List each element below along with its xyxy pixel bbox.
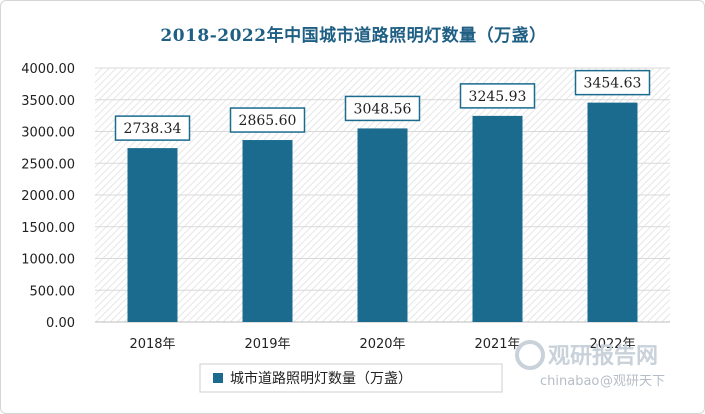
data-label-box [229, 107, 306, 133]
y-tick-label: 3000.00 [21, 126, 75, 141]
bar [472, 115, 523, 322]
watermark-logo-icon [515, 340, 545, 370]
chart-title: 2018-2022年中国城市道路照明灯数量（万盏） [160, 26, 547, 46]
x-axis-categories: 2018年 2019年 2020年 2021年 2022年 [129, 337, 635, 352]
y-tick-label: 1500.00 [21, 221, 75, 236]
x-category-label: 2018年 [129, 337, 175, 352]
y-tick-label: 2500.00 [21, 157, 75, 172]
watermark-brand: 观研报告网 [548, 344, 658, 369]
watermark-handle: @观研天下 [600, 374, 665, 389]
x-category-label: 2020年 [359, 337, 405, 352]
data-label: 3245.93 [469, 89, 527, 105]
y-tick-label: 4000.00 [21, 62, 75, 77]
data-label-box [114, 115, 191, 141]
bars [127, 102, 638, 322]
data-labels: 2738.34 2865.60 3048.56 3245.93 3454.63 [114, 69, 651, 141]
data-label-box [459, 83, 536, 109]
legend-label: 城市道路照明灯数量（万盏） [230, 370, 412, 387]
y-tick-label: 0.00 [46, 316, 75, 331]
legend-swatch [213, 373, 223, 383]
data-label: 3454.63 [584, 76, 642, 92]
watermark-domain: chinabao [540, 374, 599, 389]
data-label: 3048.56 [354, 101, 412, 117]
data-label-box [344, 95, 421, 122]
bar [587, 102, 638, 322]
data-label: 2738.34 [124, 121, 182, 137]
x-category-label: 2022年 [589, 337, 635, 352]
legend-box [199, 363, 503, 393]
y-tick-label: 1000.00 [21, 253, 75, 268]
bar [357, 128, 408, 322]
x-category-label: 2021年 [474, 337, 520, 352]
legend: 城市道路照明灯数量（万盏） [199, 363, 503, 393]
y-axis-ticks: 0.00 500.00 1000.00 1500.00 2000.00 2500.00 30… [21, 62, 75, 331]
y-tick-label: 3500.00 [21, 94, 75, 109]
bar [127, 148, 178, 322]
bar [242, 140, 293, 322]
watermark: 观研报告网 chinabao @观研天下 [515, 340, 665, 389]
y-tick-label: 500.00 [30, 284, 76, 299]
data-label-box [574, 69, 651, 96]
x-category-label: 2019年 [244, 337, 290, 352]
y-tick-label: 2000.00 [21, 189, 75, 204]
data-label: 2865.60 [239, 113, 297, 129]
